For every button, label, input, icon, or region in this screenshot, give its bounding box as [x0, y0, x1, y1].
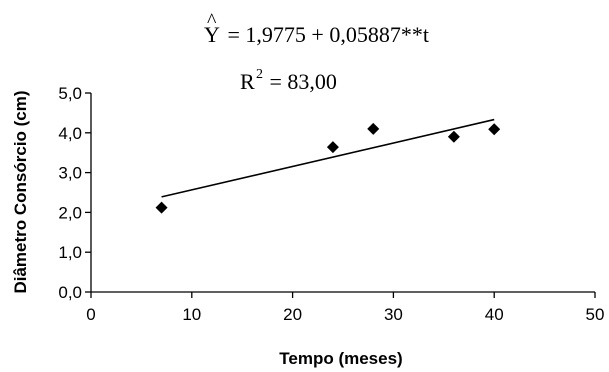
regression-equation: Y ^ = 1,9775 + 0,05887**t	[204, 10, 429, 47]
equation-y-hat-symbol: Y	[204, 22, 220, 47]
x-axis-ticks: 0 10 20 30 40 50	[86, 292, 604, 324]
x-tick-label: 0	[86, 305, 95, 324]
data-point	[488, 123, 501, 136]
data-point	[155, 201, 168, 214]
data-points	[155, 122, 501, 214]
x-tick-label: 10	[182, 305, 201, 324]
y-axis-title: Diâmetro Consórcio (cm)	[11, 90, 30, 293]
regression-line	[161, 118, 495, 198]
y-tick-label: 1,0	[58, 243, 82, 262]
y-tick-label: 5,0	[58, 84, 82, 103]
x-tick-label: 40	[485, 305, 504, 324]
y-tick-label: 3,0	[58, 164, 82, 183]
x-tick-label: 50	[586, 305, 605, 324]
r-squared-letter: R	[240, 69, 255, 94]
trend-line-group	[161, 118, 495, 198]
equation-text: = 1,9775 + 0,05887**t	[222, 22, 429, 47]
equation-hat-mark: ^	[207, 10, 217, 32]
data-point	[367, 122, 380, 135]
x-tick-label: 20	[283, 305, 302, 324]
r-squared-value: = 83,00	[264, 69, 337, 94]
y-tick-label: 2,0	[58, 203, 82, 222]
x-tick-label: 30	[384, 305, 403, 324]
r-squared-annotation: R 2 = 83,00	[240, 67, 337, 94]
data-point	[447, 130, 460, 143]
x-axis-title: Tempo (meses)	[279, 349, 402, 368]
y-tick-label: 4,0	[58, 124, 82, 143]
data-point	[326, 141, 339, 154]
y-tick-label: 0,0	[58, 283, 82, 302]
y-axis-ticks: 0,0 1,0 2,0 3,0 4,0 5,0	[58, 84, 91, 302]
r-squared-exponent: 2	[256, 67, 263, 82]
axes	[90, 93, 595, 293]
